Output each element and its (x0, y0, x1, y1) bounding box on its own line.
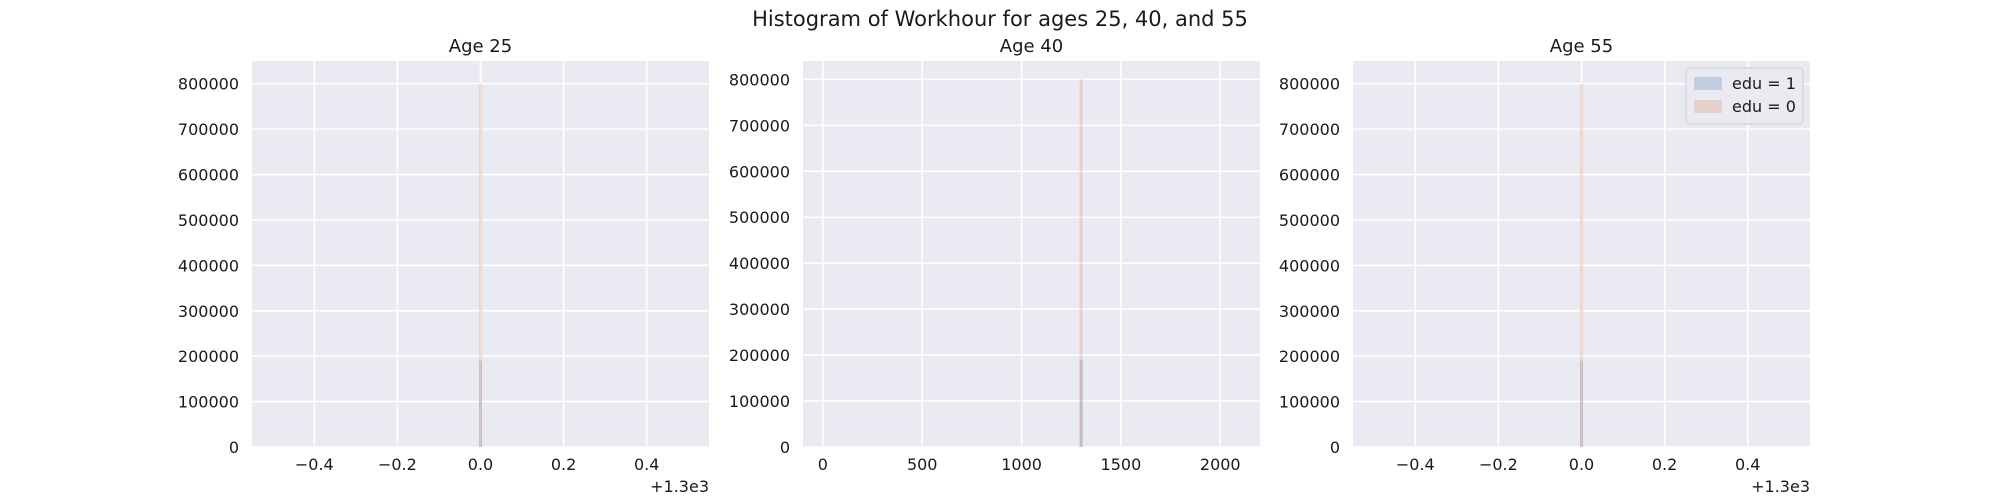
y-tick-label-2-3: 300000 (729, 300, 790, 319)
subplot-title-3: Age 55 (1550, 36, 1613, 57)
x-tick-label-3-2: 0.0 (1569, 455, 1594, 474)
y-tick-label-2-5: 500000 (729, 208, 790, 227)
x-tick-label-2-3: 1500 (1101, 455, 1142, 474)
subplot-2: 0 500 1000 1500 2000 0 100000 200000 300000 40000… (729, 36, 1260, 474)
x-tick-label-1-3: 0.2 (551, 455, 576, 474)
y-tick-label-1-1: 100000 (178, 393, 239, 412)
y-tick-label-3-3: 300000 (1279, 302, 1340, 321)
bar-2-series-1-0 (1079, 79, 1083, 447)
axes-background-2 (803, 61, 1260, 447)
y-tick-label-2-0: 0 (780, 438, 790, 457)
legend-frame (1685, 67, 1804, 125)
y-tick-label-3-8: 800000 (1279, 75, 1340, 94)
y-tick-label-3-1: 100000 (1279, 393, 1340, 412)
y-tick-label-1-5: 500000 (178, 211, 239, 230)
y-tick-label-1-2: 200000 (178, 347, 239, 366)
bar-3-series-1-0 (1580, 83, 1583, 448)
x-tick-label-1-4: 0.4 (634, 455, 659, 474)
x-tick-label-2-0: 0 (818, 455, 828, 474)
y-tick-label-2-7: 700000 (729, 116, 790, 135)
subplot-title-1: Age 25 (449, 36, 512, 57)
y-tick-label-3-0: 0 (1330, 438, 1340, 457)
x-tick-label-2-2: 1000 (1001, 455, 1042, 474)
bar-1-series-1-0 (479, 83, 482, 448)
subplot-title-2: Age 40 (1000, 36, 1063, 57)
bar-3-series-0-0 (1580, 360, 1583, 447)
y-tick-label-1-4: 400000 (178, 256, 239, 275)
x-tick-label-2-4: 2000 (1200, 455, 1241, 474)
y-tick-label-1-6: 600000 (178, 166, 239, 185)
x-offset-label-1: +1.3e3 (650, 477, 709, 496)
y-tick-label-2-4: 400000 (729, 254, 790, 273)
legend-label-1: edu = 0 (1732, 97, 1796, 116)
subplots: −0.4 −0.2 0.0 0.2 0.401000002000003000004000… (178, 36, 1810, 496)
y-tick-label-3-4: 400000 (1279, 256, 1340, 275)
x-offset-label-3: +1.3e3 (1751, 477, 1810, 496)
x-tick-label-3-3: 0.2 (1652, 455, 1677, 474)
x-tick-label-3-1: −0.2 (1479, 455, 1518, 474)
y-tick-label-2-8: 800000 (729, 70, 790, 89)
legend-swatch-1 (1694, 100, 1722, 113)
figure-suptitle: Histogram of Workhour for ages 25, 40, a… (752, 7, 1248, 31)
bar-1-series-0-0 (479, 360, 482, 447)
x-tick-label-3-0: −0.4 (1396, 455, 1435, 474)
y-tick-label-3-7: 700000 (1279, 120, 1340, 139)
y-tick-label-2-2: 200000 (729, 346, 790, 365)
x-tick-label-1-0: −0.4 (295, 455, 334, 474)
y-tick-label-1-8: 800000 (178, 75, 239, 94)
y-tick-label-3-2: 200000 (1279, 347, 1340, 366)
x-tick-label-1-1: −0.2 (378, 455, 417, 474)
y-tick-label-2-1: 100000 (729, 392, 790, 411)
x-tick-label-1-2: 0.0 (468, 455, 493, 474)
y-tick-label-1-0: 0 (229, 438, 239, 457)
x-tick-label-2-1: 500 (907, 455, 938, 474)
y-tick-label-1-7: 700000 (178, 120, 239, 139)
bar-2-series-0-0 (1079, 359, 1083, 447)
legend-label-0: edu = 1 (1732, 74, 1796, 93)
y-tick-label-3-5: 500000 (1279, 211, 1340, 230)
y-tick-label-1-3: 300000 (178, 302, 239, 321)
legend: edu = 1 edu = 0 (1685, 67, 1804, 125)
subplot-3: −0.4 −0.2 0.0 0.2 0.4 0 100000 200000 300000 4000… (1279, 36, 1810, 496)
x-tick-label-3-4: 0.4 (1735, 455, 1760, 474)
y-tick-label-3-6: 600000 (1279, 166, 1340, 185)
legend-swatch-0 (1694, 77, 1722, 90)
subplot-1: −0.4 −0.2 0.0 0.2 0.4 0 100000 200000 300000 4000… (178, 36, 709, 496)
y-tick-label-2-6: 600000 (729, 162, 790, 181)
